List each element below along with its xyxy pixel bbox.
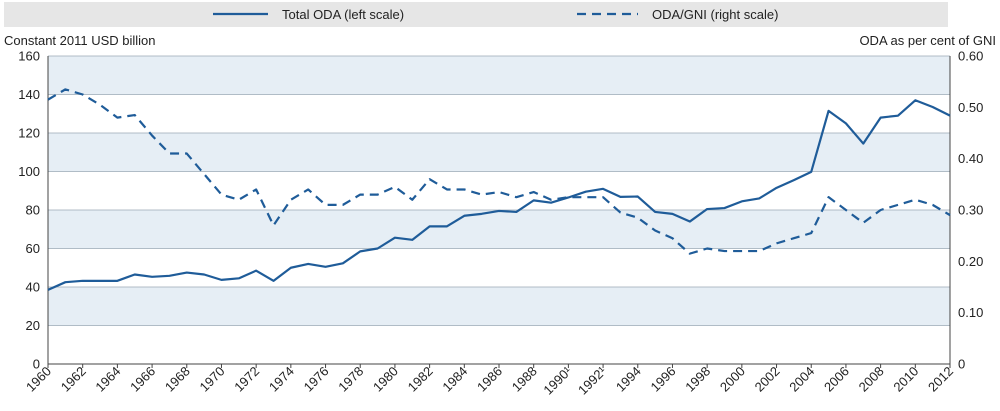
x-tick-label: 1992¹ [575, 363, 610, 398]
right-tick-label: 0.50 [958, 100, 983, 115]
x-tick-label: 1978 [335, 364, 366, 395]
x-tick-label: 2010 [890, 364, 921, 395]
x-tick-label: 1974 [266, 364, 297, 395]
grid-band [48, 210, 950, 249]
x-tick-label: 2004 [786, 364, 817, 395]
x-tick-label: 1988 [509, 364, 540, 395]
left-tick-label: 40 [26, 280, 40, 295]
grid-band [48, 248, 950, 287]
right-axis-ticks: 0 0.10 0.20 0.30 0.40 0.50 0.60 [958, 49, 983, 372]
left-tick-label: 140 [18, 87, 40, 102]
grid-band [48, 56, 950, 95]
x-tick-label: 1984 [439, 364, 470, 395]
x-tick-label: 2008 [856, 364, 887, 395]
x-axis-ticks: 1960 1962 1964 1966 1968 1970 1972 1974 1976 1978… [23, 363, 956, 398]
left-tick-label: 80 [26, 203, 40, 218]
left-axis-title: Constant 2011 USD billion [4, 33, 156, 48]
right-tick-label: 0.10 [958, 305, 983, 320]
grid-band [48, 171, 950, 210]
x-tick-label: 1980 [370, 364, 401, 395]
x-tick-label: 1970 [197, 364, 228, 395]
left-axis-ticks: 0 20 40 60 80 100 120 140 160 [18, 49, 40, 372]
x-tick-label: 1996 [648, 364, 679, 395]
x-tick-label: 1960 [23, 364, 54, 395]
grid-bands [48, 56, 950, 364]
right-tick-label: 0.60 [958, 49, 983, 64]
left-tick-label: 160 [18, 49, 40, 64]
series-line-total-oda [47, 99, 951, 291]
x-tick-label: 2002 [752, 364, 783, 395]
x-tick-label: 1964 [92, 364, 123, 395]
grid-band [48, 287, 950, 326]
left-tick-label: 20 [26, 318, 40, 333]
left-tick-label: 100 [18, 164, 40, 179]
right-tick-label: 0.40 [958, 151, 983, 166]
x-tick-label: 2006 [821, 364, 852, 395]
x-tick-label: 1990¹ [540, 363, 575, 398]
grid-band [48, 133, 950, 172]
left-tick-label: 120 [18, 126, 40, 141]
x-tick-label: 2000 [717, 364, 748, 395]
grid-band [48, 94, 950, 133]
x-tick-label: 1998 [682, 364, 713, 395]
x-tick-label: 1968 [162, 364, 193, 395]
right-tick-label: 0 [958, 357, 965, 372]
x-tick-label: 1986 [474, 364, 505, 395]
legend-box [4, 2, 948, 27]
x-tick-label: 1966 [127, 364, 158, 395]
left-tick-label: 0 [33, 357, 40, 372]
legend-label-total-oda: Total ODA (left scale) [282, 7, 404, 22]
x-tick-label: 1982 [405, 364, 436, 395]
x-tick-label: 1962 [58, 364, 89, 395]
x-tick-label: 1972 [231, 364, 262, 395]
right-axis-title: ODA as per cent of GNI [859, 33, 996, 48]
left-tick-label: 60 [26, 241, 40, 256]
legend-label-oda-gni: ODA/GNI (right scale) [652, 7, 778, 22]
series-line-oda-gni [47, 88, 951, 255]
x-tick-label: 1976 [301, 364, 332, 395]
grid-band [48, 325, 950, 364]
series-lines [47, 88, 951, 291]
right-tick-label: 0.20 [958, 254, 983, 269]
x-tick-label: 1994 [613, 364, 644, 395]
x-tick-label: 2012 [925, 364, 956, 395]
right-tick-label: 0.30 [958, 203, 983, 218]
